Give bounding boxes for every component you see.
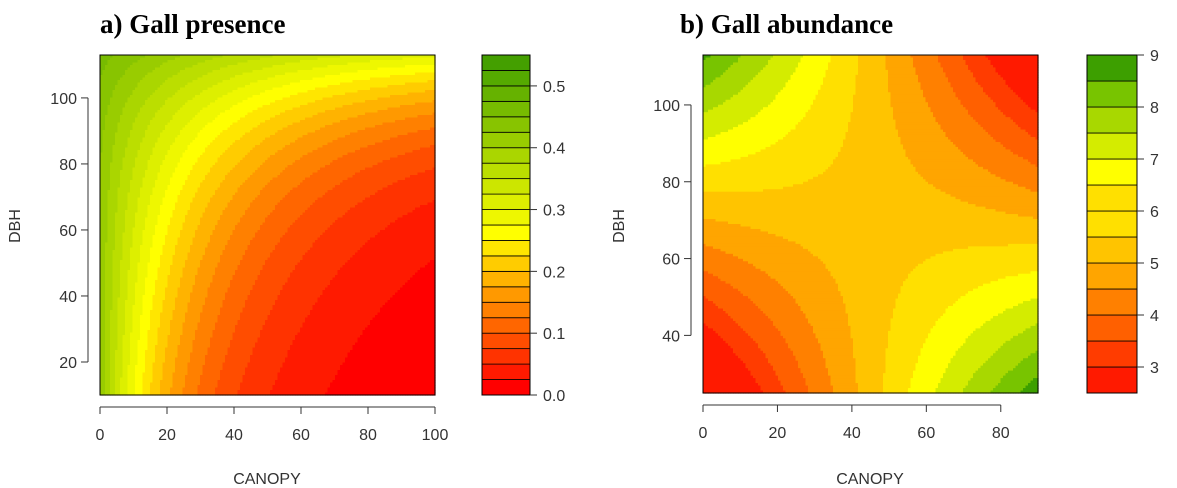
panel-gall-presence: a) Gall presence 0 20 40 60 80 100 2040608010… <box>7 9 565 488</box>
panel-a-title: a) Gall presence <box>100 9 285 39</box>
panel-a-contour <box>100 55 436 396</box>
